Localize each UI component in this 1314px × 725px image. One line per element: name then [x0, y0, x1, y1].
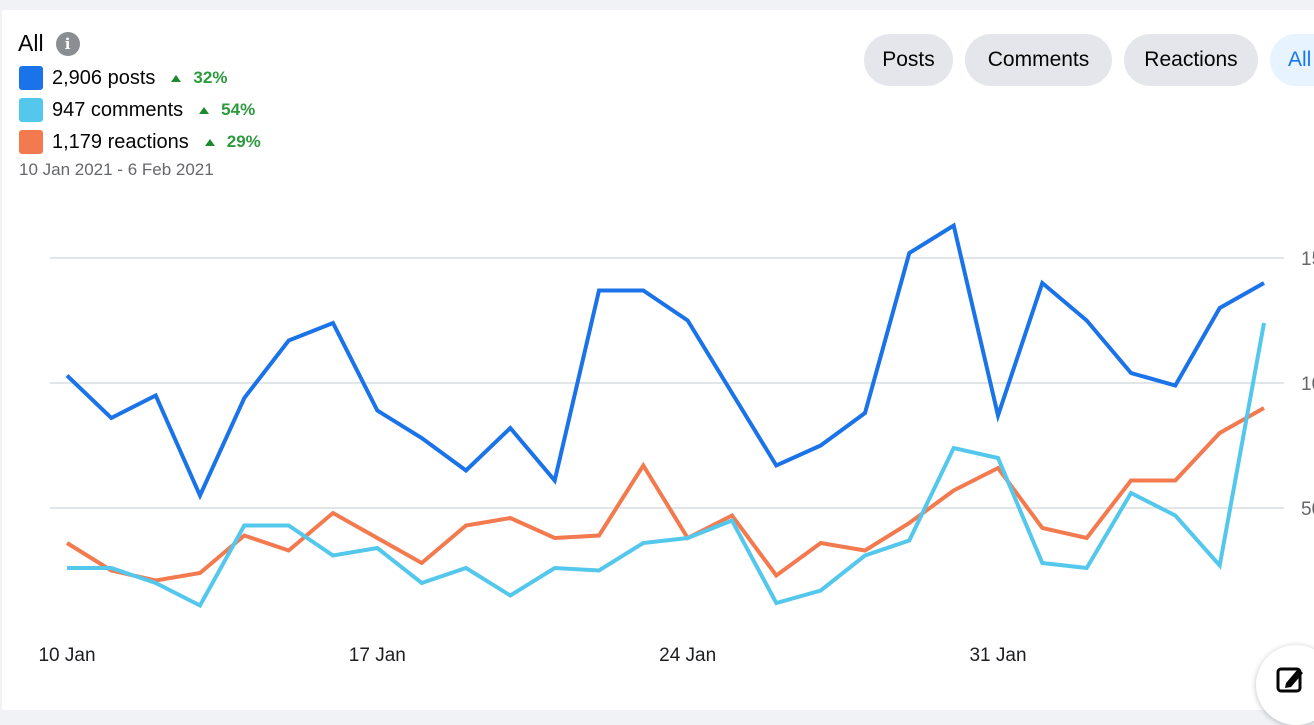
- series-line-comments: [67, 322, 1266, 609]
- edit-icon: [1276, 667, 1303, 693]
- x-tick-label: 10 Jan: [38, 645, 95, 666]
- filter-all-button[interactable]: All: [1270, 34, 1314, 86]
- y-tick-label: 50: [1301, 499, 1314, 520]
- x-tick-label: 31 Jan: [969, 645, 1026, 666]
- y-tick-label: 100: [1301, 374, 1314, 395]
- legend: 2,906 posts 32% 947 comments 54% 1,179 r…: [19, 62, 261, 158]
- filter-posts-button[interactable]: Posts: [864, 34, 953, 86]
- x-tick-label: 17 Jan: [349, 645, 406, 666]
- legend-swatch-comments: [19, 98, 43, 122]
- legend-item-posts: 2,906 posts 32%: [19, 62, 261, 94]
- filter-comments-button[interactable]: Comments: [965, 34, 1112, 86]
- info-icon[interactable]: i: [55, 31, 80, 56]
- chart-title: All: [18, 30, 44, 56]
- legend-label-comments: 947 comments: [52, 98, 184, 121]
- trend-up-icon: [199, 106, 210, 114]
- y-tick-label: 150: [1301, 249, 1314, 270]
- trend-up-icon: [204, 138, 215, 146]
- legend-change-comments: 54%: [221, 100, 256, 119]
- legend-label-posts: 2,906 posts: [52, 66, 156, 89]
- series-line-posts: [65, 222, 1265, 501]
- series-line-reactions: [65, 406, 1265, 583]
- legend-item-reactions: 1,179 reactions 29%: [19, 126, 261, 158]
- legend-item-comments: 947 comments 54%: [19, 94, 261, 126]
- line-chart: 50 100 150 10 Jan 17 Jan 24 Jan 31 Jan: [38, 222, 1314, 666]
- date-range: 10 Jan 2021 - 6 Feb 2021: [19, 160, 214, 179]
- filter-reactions-button[interactable]: Reactions: [1124, 34, 1258, 86]
- legend-change-posts: 32%: [193, 68, 228, 87]
- legend-swatch-posts: [19, 66, 43, 90]
- legend-swatch-reactions: [19, 130, 43, 154]
- legend-label-reactions: 1,179 reactions: [52, 130, 189, 153]
- legend-change-reactions: 29%: [226, 132, 261, 151]
- x-tick-label: 24 Jan: [659, 645, 716, 666]
- insights-card: [2, 10, 1314, 710]
- chart-header: All i: [18, 30, 80, 57]
- trend-up-icon: [171, 74, 182, 82]
